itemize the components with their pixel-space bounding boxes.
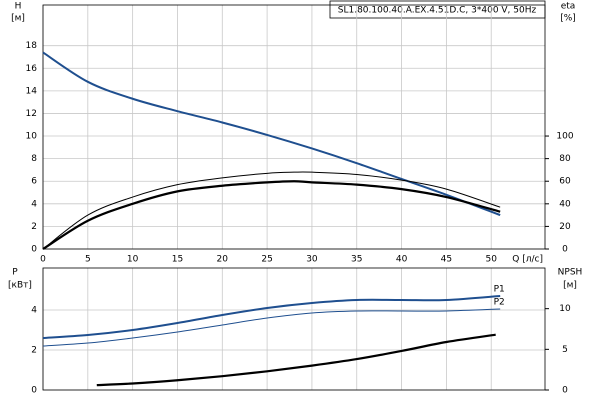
y2-tick-label: 100 — [556, 132, 573, 142]
x-tick-label: 35 — [351, 255, 362, 265]
y-axis-label: [м] — [11, 14, 25, 24]
y-tick-label: 0 — [31, 245, 37, 255]
y-tick-label: 6 — [31, 177, 37, 187]
x-tick-label: 25 — [261, 255, 272, 265]
x-tick-label: 0 — [40, 255, 46, 265]
y2-axis-label: [м] — [563, 281, 577, 291]
y2-tick-label: 60 — [559, 177, 571, 187]
y2-tick-label: 0 — [562, 245, 568, 255]
y-tick-label: 2 — [31, 346, 37, 356]
y-tick-label: 8 — [31, 154, 37, 164]
y2-axis-label: eta — [561, 2, 576, 12]
y-tick-label: 4 — [31, 306, 37, 316]
curve-label: P2 — [494, 298, 505, 308]
y-tick-label: 12 — [26, 109, 37, 119]
x-tick-label: 20 — [217, 255, 229, 265]
y-axis-label: H — [15, 2, 22, 12]
plot-frame — [42, 267, 546, 391]
y-tick-label: 16 — [26, 64, 38, 74]
x-tick-label: 50 — [485, 255, 497, 265]
y-tick-label: 2 — [31, 222, 37, 232]
y-tick-label: 18 — [26, 41, 38, 51]
curve — [42, 51, 501, 217]
x-tick-label: 30 — [306, 255, 318, 265]
y2-axis-label: [%] — [560, 14, 576, 24]
plot-frame — [42, 4, 546, 250]
curve — [96, 333, 496, 387]
x-tick-label: 45 — [441, 255, 452, 265]
y-tick-label: 14 — [26, 86, 38, 96]
y2-tick-label: 80 — [559, 154, 571, 164]
x-tick-label: 10 — [127, 255, 139, 265]
y2-tick-label: 10 — [559, 304, 571, 314]
y-axis-label: [кВт] — [8, 281, 32, 291]
y-axis-label: P — [12, 268, 18, 278]
y2-tick-label: 20 — [559, 222, 571, 232]
y2-axis-label: NPSH — [558, 268, 583, 278]
y-tick-label: 10 — [26, 132, 38, 142]
x-tick-label: 40 — [396, 255, 408, 265]
curve-label: P1 — [494, 285, 505, 295]
y-tick-label: 0 — [31, 386, 37, 396]
curve — [42, 295, 501, 339]
x-tick-label: 5 — [85, 255, 91, 265]
chart-title: SL1.80.100.40.A.EX.4.51D.C, 3*400 V, 50H… — [338, 6, 537, 16]
x-tick-label: 15 — [172, 255, 183, 265]
x-axis-label: Q [л/с] — [512, 255, 543, 265]
y2-tick-label: 0 — [562, 386, 568, 396]
y2-tick-label: 40 — [559, 199, 571, 209]
curve — [42, 171, 501, 250]
y-tick-label: 4 — [31, 199, 37, 209]
curve — [42, 180, 501, 250]
y2-tick-label: 5 — [562, 345, 568, 355]
curve — [42, 308, 501, 347]
